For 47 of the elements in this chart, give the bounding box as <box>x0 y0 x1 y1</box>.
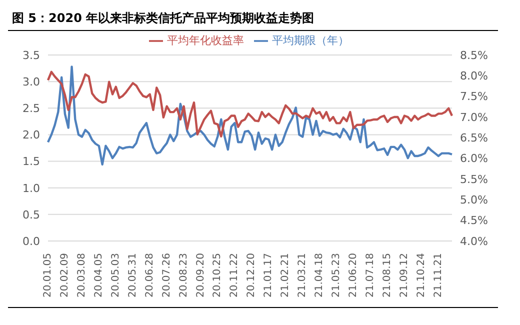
legend-label: 平均期限（年） <box>272 34 349 47</box>
x-tick-label: 21.01.17 <box>263 253 274 298</box>
x-tick-label: 21.11.21 <box>432 253 444 298</box>
y2-tick-label: 4.0% <box>460 234 488 248</box>
y-tick-label: 1.5 <box>22 155 40 168</box>
y-tick-label: 2.0 <box>22 128 40 142</box>
y2-tick-label: 8.5% <box>460 48 488 62</box>
x-tick-label: 20.06.28 <box>144 253 156 298</box>
x-tick-label: 20.10.25 <box>212 253 224 298</box>
x-tick-label: 21.10.24 <box>416 253 427 298</box>
x-tick-label: 21.05.23 <box>331 253 342 298</box>
x-tick-label: 21.08.15 <box>382 253 393 298</box>
y-tick-label: 1.0 <box>22 182 40 195</box>
chart-title: 图 5：2020 年以来非标类信托产品平均预期收益走势图 <box>11 10 316 27</box>
x-tick-label: 21.02.21 <box>280 253 292 298</box>
x-tick-label: 20.04.05 <box>93 253 104 298</box>
x-tick-label: 21.04.18 <box>314 253 326 298</box>
x-tick-label: 20.07.26 <box>161 253 172 298</box>
y-tick-label: 0.0 <box>22 234 40 248</box>
y2-tick-label: 7.0% <box>460 110 488 124</box>
y2-tick-label: 7.5% <box>460 90 488 104</box>
x-tick-label: 20.05.31 <box>127 253 138 298</box>
y-tick-label: 3.0 <box>22 75 40 88</box>
x-tick-label: 21.07.18 <box>365 253 376 298</box>
x-tick-label: 21.06.20 <box>348 253 360 298</box>
y2-tick-label: 8.0% <box>460 70 488 83</box>
y-tick-label: 2.5 <box>22 102 40 116</box>
x-tick-label: 20.01.05 <box>42 253 54 298</box>
y2-tick-label: 4.5% <box>460 214 488 228</box>
x-tick-label: 20.12.20 <box>246 253 258 298</box>
legend-label: 平均年化收益率 <box>167 34 244 47</box>
x-tick-label: 20.08.23 <box>178 253 190 298</box>
y2-tick-label: 6.5% <box>460 132 488 145</box>
x-tick-label: 21.03.21 <box>297 253 308 298</box>
y2-tick-label: 6.0% <box>460 152 488 166</box>
x-tick-label: 20.11.22 <box>229 253 240 298</box>
x-tick-label: 20.02.09 <box>59 253 70 298</box>
x-tick-label: 20.03.08 <box>76 253 88 298</box>
line-series <box>46 66 454 166</box>
y2-tick-label: 5.0% <box>460 194 488 207</box>
y2-tick-label: 5.5% <box>460 172 488 186</box>
x-tick-label: 20.05.03 <box>110 253 122 298</box>
x-tick-label: 20.09.20 <box>195 253 206 298</box>
y-tick-label: 0.5 <box>22 208 40 222</box>
x-tick-label: 21.09.12 <box>398 253 410 298</box>
line-series <box>46 70 454 138</box>
y-tick-label: 3.5 <box>22 48 40 62</box>
